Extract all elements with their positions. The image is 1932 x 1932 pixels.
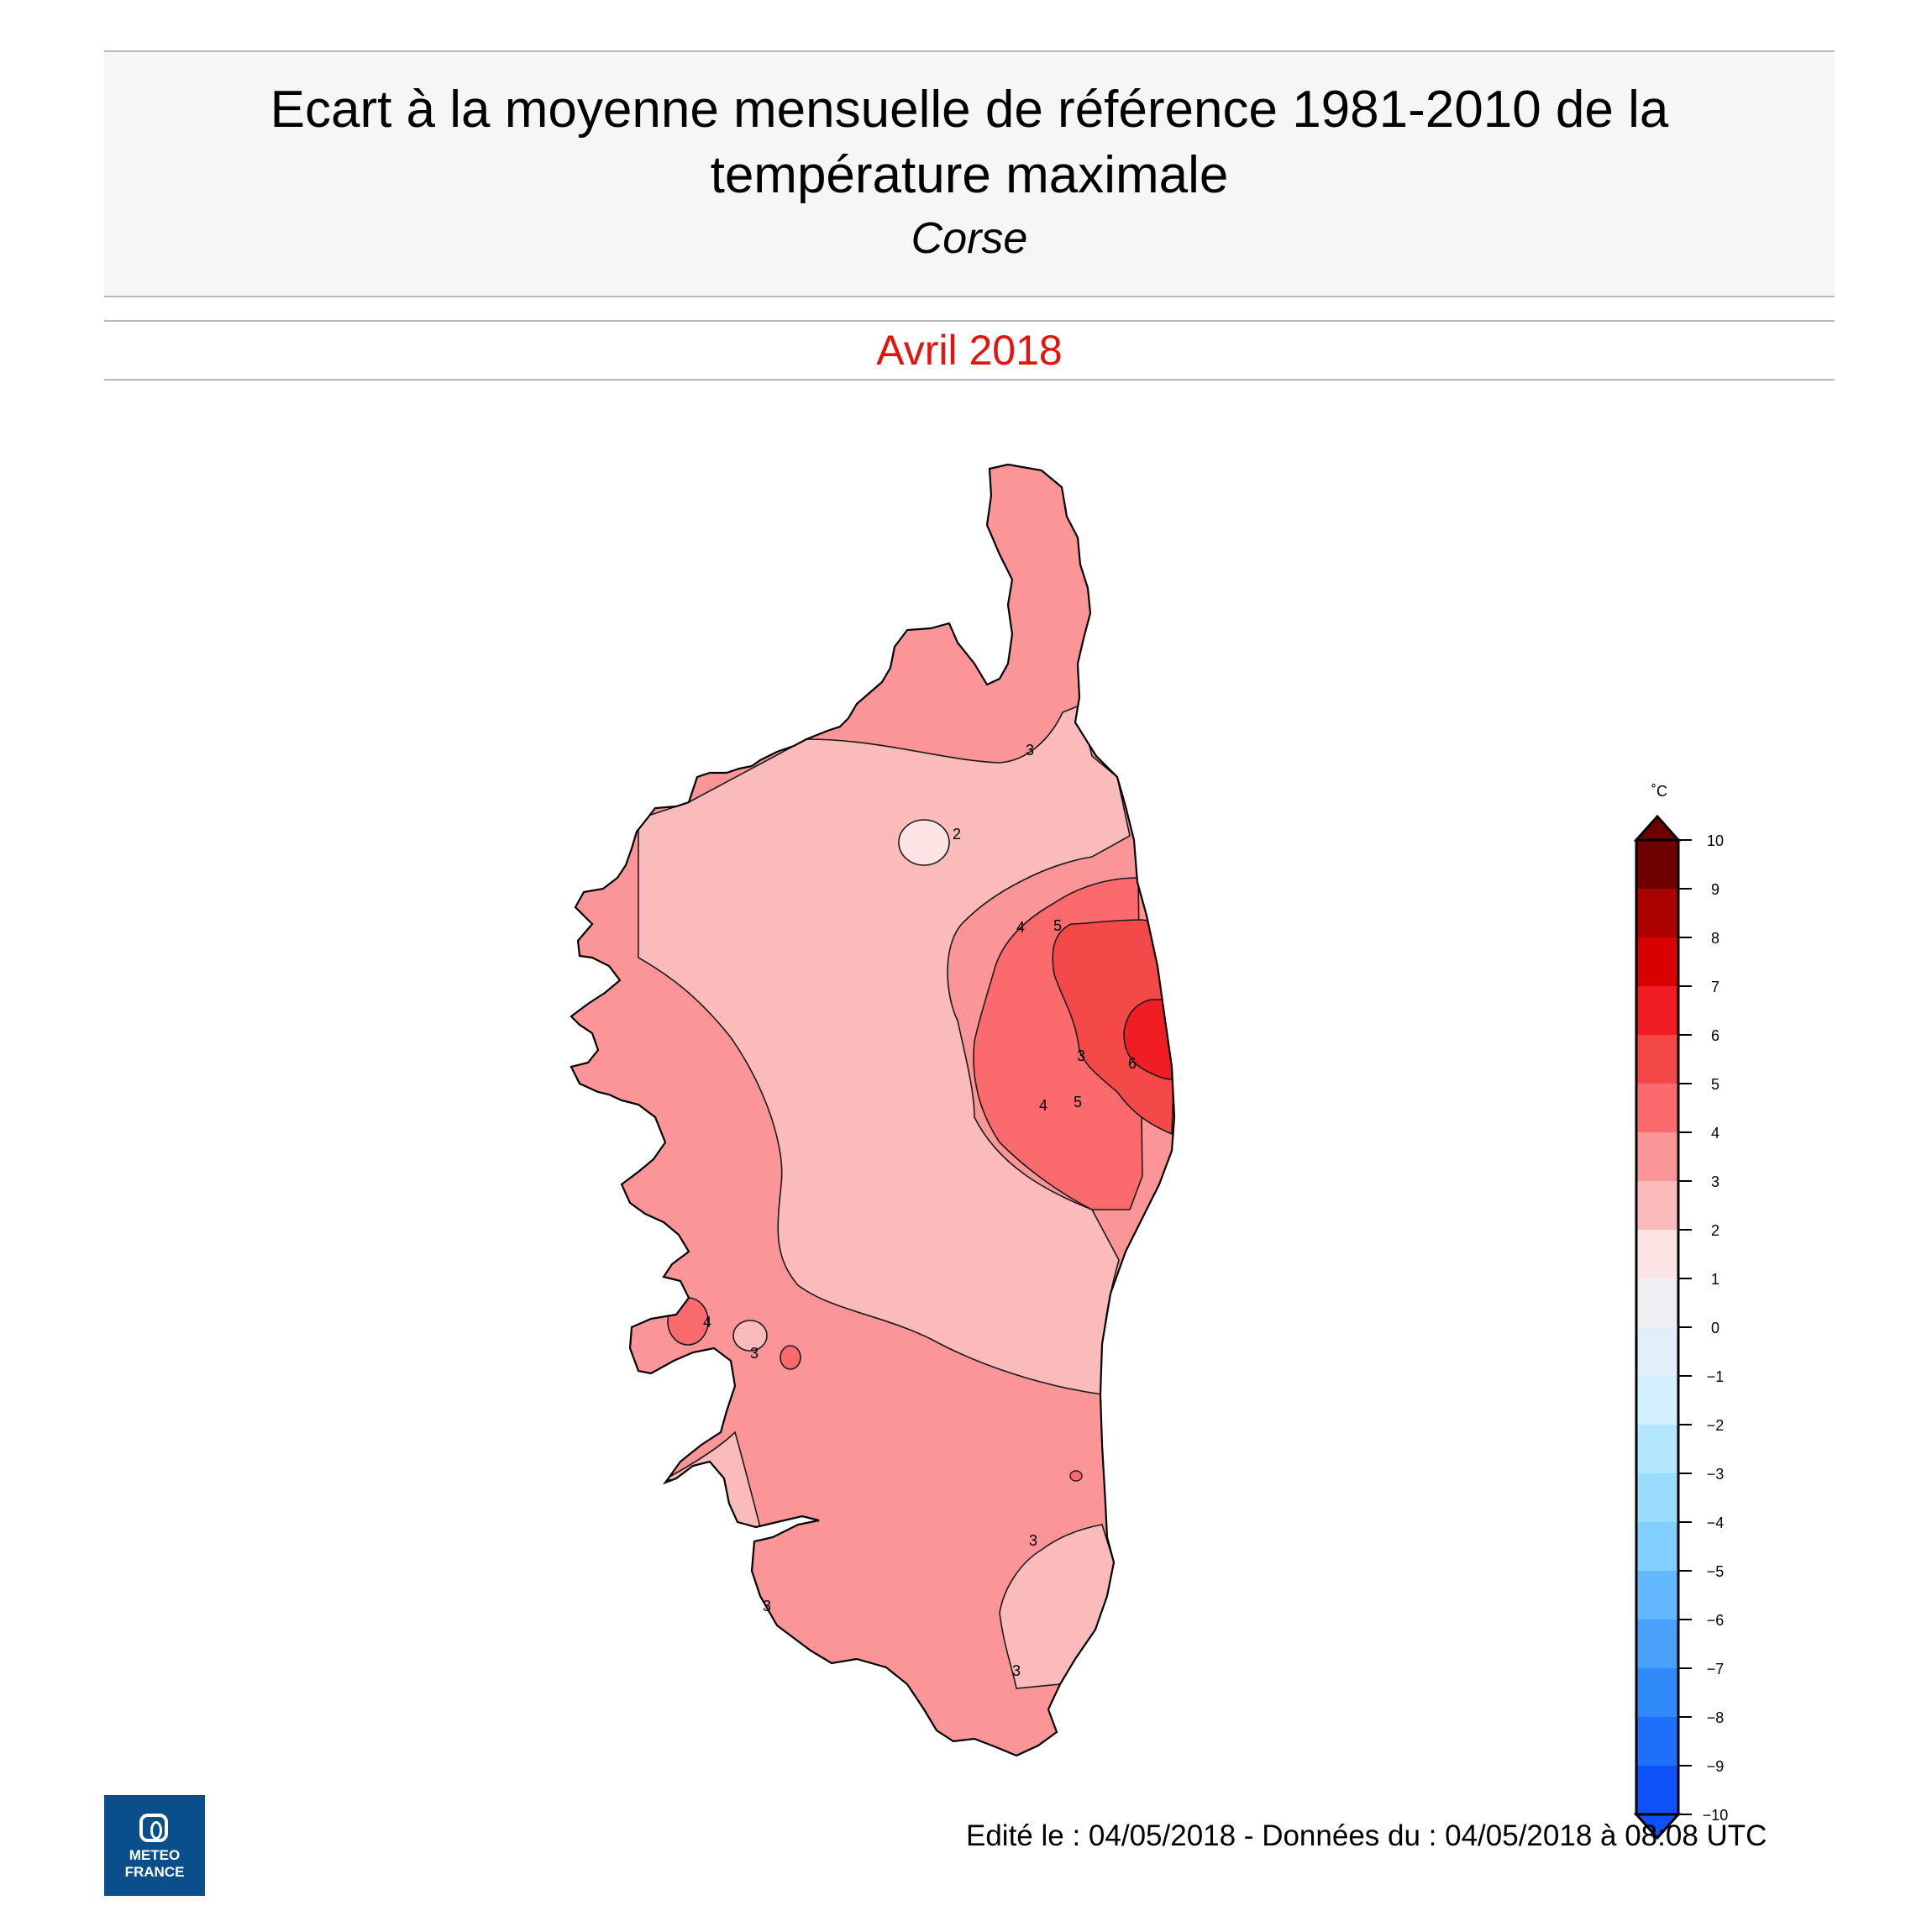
filled-contours	[571, 465, 1174, 1756]
contour-label: 3	[1077, 1047, 1085, 1064]
contour-label: 3	[1012, 1662, 1021, 1679]
period-label: Avril 2018	[876, 327, 1063, 374]
band-4-5-spot-small	[780, 1345, 801, 1370]
colorbar-tick-label: 3	[1711, 1173, 1719, 1190]
band-1-2-spot	[898, 819, 950, 866]
colorbar-swatch	[1636, 1230, 1678, 1278]
colorbar-swatch	[1636, 840, 1678, 889]
colorbar-tick-label: 4	[1711, 1125, 1719, 1142]
band-4-5-spot-east	[1069, 1470, 1083, 1482]
contour-label: 3	[1026, 742, 1034, 759]
colorbar-tick-label: 9	[1711, 881, 1719, 898]
contour-label: 4	[1016, 919, 1025, 936]
colorbar-swatch	[1636, 1473, 1678, 1522]
colorbar-swatch	[1636, 1327, 1678, 1376]
colorbar-tick-label: −2	[1707, 1417, 1725, 1434]
colorbar-tick-label: 2	[1711, 1222, 1719, 1239]
contour-label: 5	[1053, 917, 1062, 934]
colorbar-tick-label: −5	[1707, 1563, 1725, 1580]
colorbar-tick-label: −4	[1707, 1515, 1725, 1531]
logo-line2: FRANCE	[124, 1864, 185, 1880]
contour-label: 3	[1029, 1532, 1037, 1549]
colorbar-tick-label: −3	[1707, 1466, 1725, 1483]
meteo-france-mark-icon	[139, 1814, 168, 1842]
contour-label: 3	[750, 1345, 759, 1362]
band-2-3-spot-west	[732, 1320, 768, 1352]
colorbar-tick-label: −1	[1707, 1368, 1725, 1385]
colorbar-tick-label: 6	[1711, 1027, 1719, 1044]
contour-label: 2	[953, 826, 961, 843]
contour-label: 6	[1128, 1055, 1137, 1072]
colorbar-tick-label: −9	[1707, 1758, 1725, 1775]
colorbar-swatch	[1636, 1522, 1678, 1571]
colorbar-swatch	[1636, 986, 1678, 1035]
band-6-7	[1123, 999, 1173, 1080]
period-band: Avril 2018	[104, 320, 1835, 381]
logo-line1: METEO	[129, 1847, 181, 1863]
colorbar-swatch	[1636, 1084, 1678, 1132]
colorbar-tick-label: 1	[1711, 1271, 1719, 1288]
map-subtitle: Corse	[911, 214, 1028, 263]
colorbar-tick-label: −6	[1707, 1612, 1725, 1629]
map-title-line1: Ecart à la moyenne mensuelle de référenc…	[270, 81, 1669, 139]
colorbar-swatch	[1636, 1425, 1678, 1473]
colorbar-swatch	[1636, 1668, 1678, 1717]
colorbar-swatch	[1636, 1035, 1678, 1084]
colorbar-tick-label: 7	[1711, 979, 1719, 995]
colorbar-swatch	[1636, 937, 1678, 986]
colorbar-swatch	[1636, 1717, 1678, 1766]
map-title-line2: température maximale	[710, 146, 1229, 204]
colorbar-tick-label: 5	[1711, 1076, 1719, 1093]
contour-label: 5	[1074, 1094, 1082, 1110]
colorbar-tick-label: 0	[1711, 1320, 1719, 1336]
contour-labels: 2 3 4 5 6 5 4 3 4 3 3 3 3	[703, 742, 1137, 1679]
colorbar-swatch	[1636, 1766, 1678, 1814]
band-2-3-south	[999, 1524, 1115, 1689]
title-band: Ecart à la moyenne mensuelle de référenc…	[104, 50, 1835, 297]
colorbar-tick-label: −8	[1707, 1709, 1725, 1726]
edition-note: Edité le : 04/05/2018 - Données du : 04/…	[966, 1819, 1767, 1852]
colorbar-swatch	[1636, 889, 1678, 937]
colorbar-swatch	[1636, 1132, 1678, 1181]
meteo-france-logo: METEO FRANCE	[104, 1795, 205, 1896]
colorbar-unit: ˚C	[1651, 783, 1667, 800]
band-4-5-spot-west	[667, 1297, 709, 1346]
contour-label: 3	[763, 1598, 771, 1614]
colorbar-max-arrow	[1633, 814, 1682, 842]
colorbar-swatch	[1636, 1278, 1678, 1327]
band-5-6	[1052, 919, 1174, 1136]
colorbar-tick-label: −7	[1707, 1661, 1725, 1677]
colorbar-tick-label: 8	[1711, 930, 1719, 947]
colorbar-swatch	[1636, 1181, 1678, 1230]
colorbar-swatch	[1636, 1620, 1678, 1668]
contour-label: 4	[1039, 1097, 1047, 1114]
colorbar-tick-label: −10	[1703, 1807, 1729, 1824]
colorbar-tick-label: 10	[1707, 832, 1724, 849]
colorbar-swatch	[1636, 1571, 1678, 1620]
contour-label: 4	[703, 1314, 711, 1331]
colorbar-swatch	[1636, 1376, 1678, 1425]
map-title: Ecart à la moyenne mensuelle de référenc…	[104, 77, 1835, 208]
